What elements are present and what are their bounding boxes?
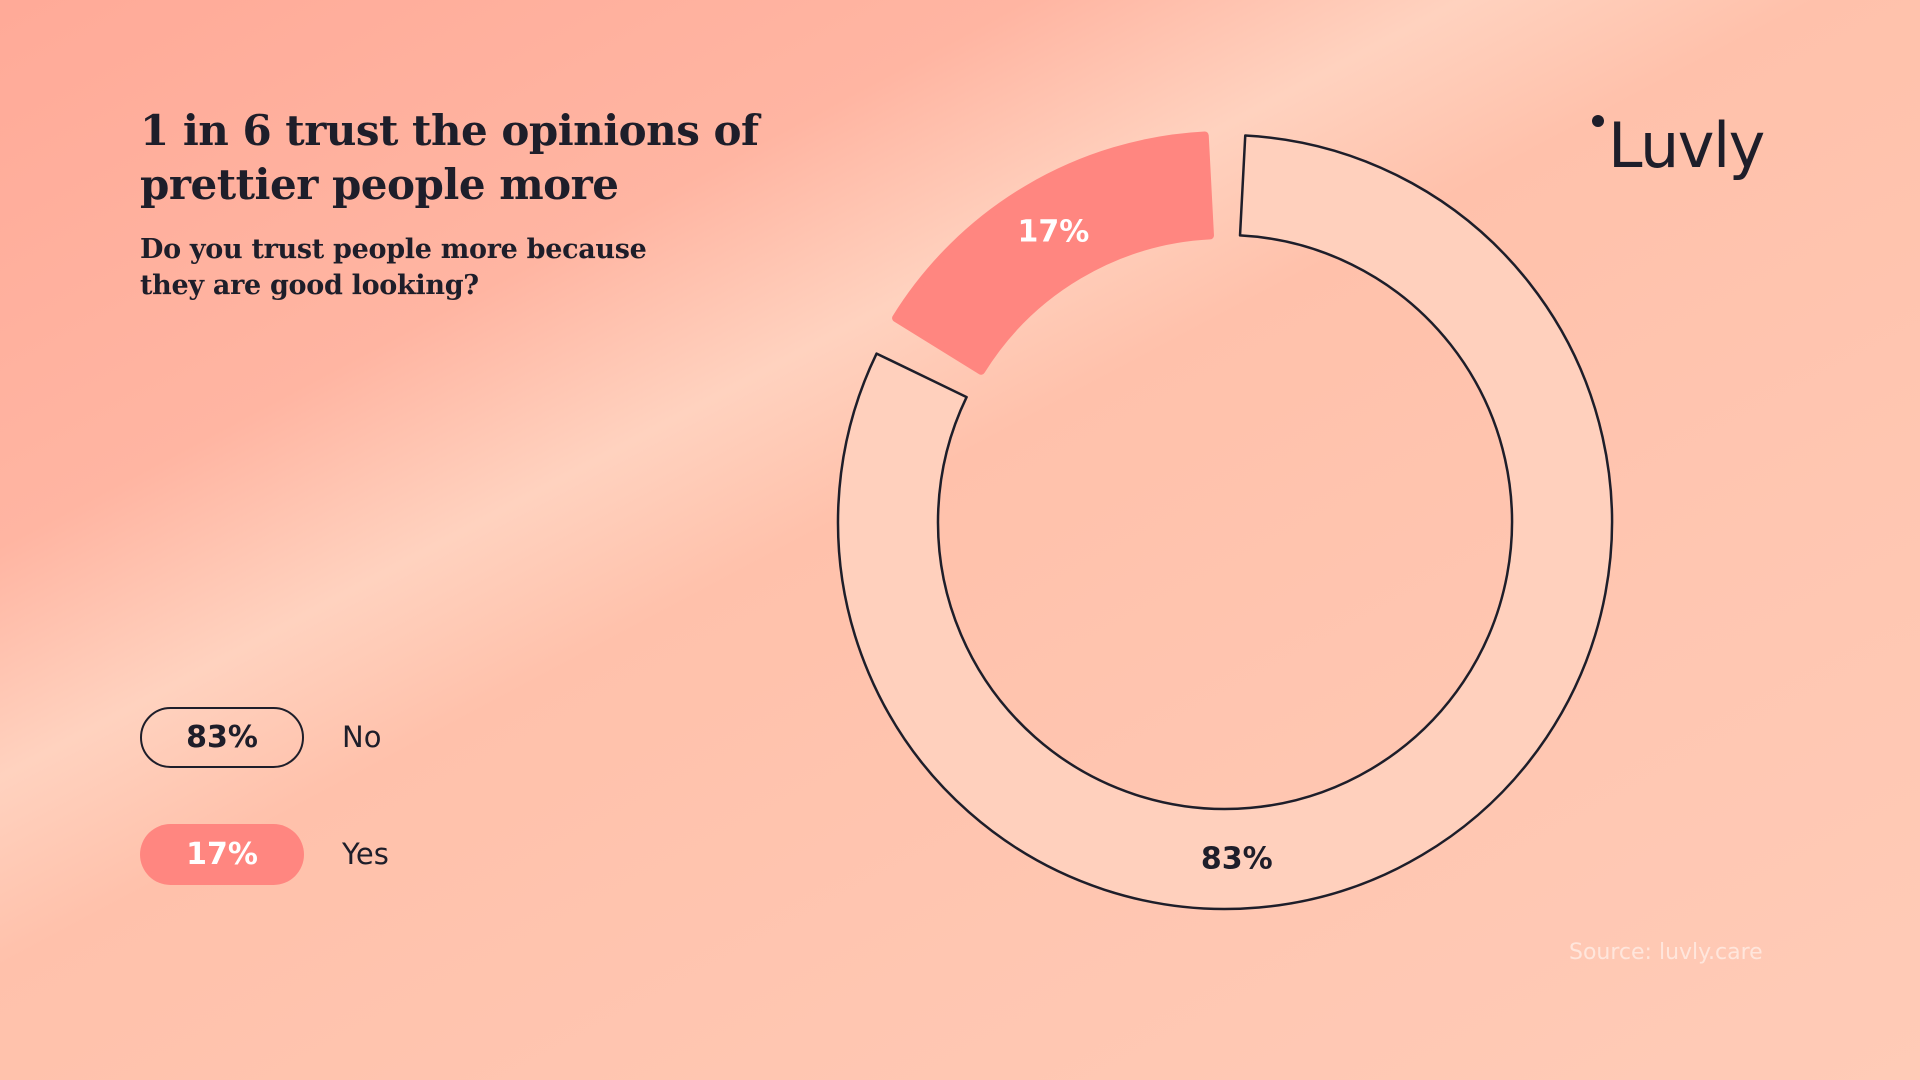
legend-pill-yes: 17%	[140, 823, 304, 885]
logo-text: Luvly	[1608, 109, 1765, 182]
donut-segment-no	[836, 134, 1614, 911]
logo-dot-icon	[1592, 115, 1604, 127]
legend-item-no: 83% No	[140, 706, 389, 768]
legend-label-no: No	[342, 720, 382, 754]
source-note: Source: luvly.care	[1569, 940, 1763, 965]
donut-label-no: 83%	[1201, 841, 1273, 876]
legend-label-yes: Yes	[342, 837, 389, 871]
donut-segment-yes	[892, 131, 1214, 375]
chart-subtitle: Do you trust people more because they ar…	[140, 234, 647, 301]
chart-legend: 83% No 17% Yes	[140, 706, 389, 940]
legend-item-yes: 17% Yes	[140, 823, 389, 885]
chart-title: 1 in 6 trust the opinions of prettier pe…	[140, 106, 759, 209]
donut-label-yes: 17%	[1018, 214, 1090, 249]
legend-pill-no: 83%	[140, 706, 304, 768]
luvly-logo: Luvly	[1592, 106, 1765, 186]
